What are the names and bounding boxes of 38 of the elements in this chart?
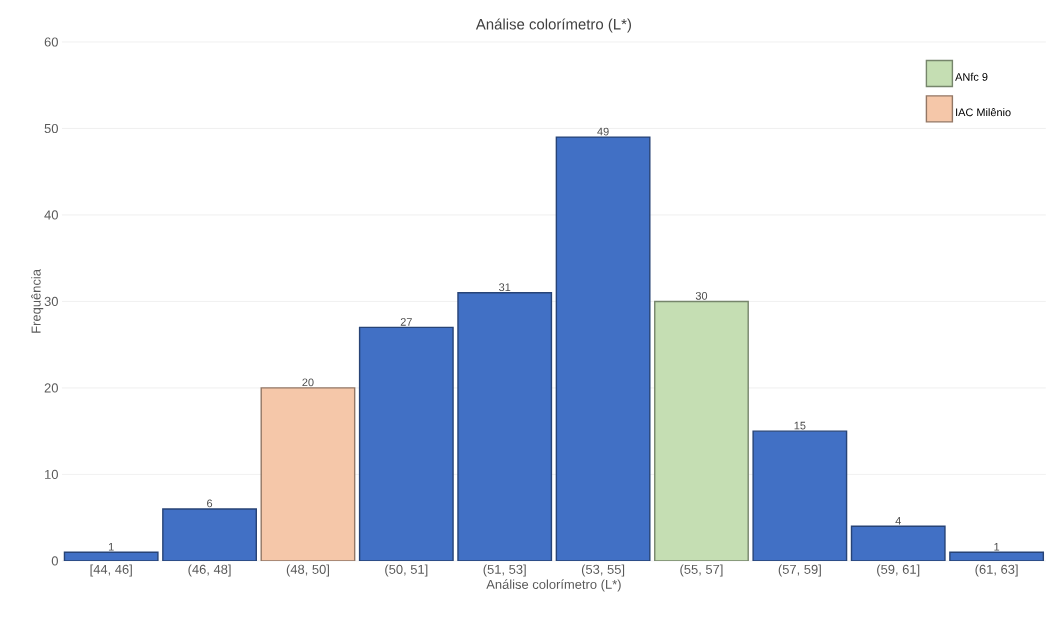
x-tick-label: (50, 51]	[385, 564, 428, 577]
data-label: 27	[400, 318, 412, 326]
x-tick-label: (48, 50]	[286, 564, 329, 577]
legend-label: ANfc 9	[955, 72, 988, 81]
y-tick-label: 50	[44, 123, 58, 134]
x-tick-label: (51, 53]	[483, 564, 526, 577]
data-label: 30	[695, 292, 708, 300]
x-tick-label: (57, 59]	[778, 564, 821, 577]
data-label: 49	[597, 127, 609, 136]
bar	[457, 292, 553, 561]
data-label: 31	[499, 283, 511, 292]
legend-label: IAC Milênio	[956, 108, 1011, 117]
y-axis-title: Frequência	[31, 269, 44, 333]
data-label: 1	[994, 543, 1000, 551]
data-label: 6	[207, 499, 213, 508]
y-tick-label: 40	[44, 210, 58, 220]
bar	[162, 509, 257, 561]
y-tick-label: 0	[51, 556, 58, 566]
bar	[752, 430, 848, 561]
x-tick-label: (55, 57]	[680, 564, 723, 577]
bar	[555, 136, 651, 561]
data-label: 4	[895, 517, 901, 525]
y-tick-label: 60	[44, 37, 58, 47]
x-tick-label: (61, 63]	[975, 564, 1018, 577]
data-label: 1	[108, 543, 114, 551]
x-tick-label: (46, 48]	[188, 564, 231, 577]
data-label: 20	[302, 378, 314, 387]
y-tick-label: 20	[44, 383, 58, 393]
x-tick-label: (53, 55]	[581, 564, 625, 577]
chart-title: Análise colorímetro (L*)	[475, 18, 631, 33]
data-label: 15	[794, 421, 806, 430]
x-axis-title: Análise colorímetro (L*)	[486, 579, 621, 592]
x-tick-label: [44, 46]	[90, 564, 132, 577]
y-tick-label: 10	[45, 469, 58, 480]
x-tick-label: (59, 61]	[877, 564, 920, 577]
bar	[358, 326, 454, 561]
y-tick-label: 30	[44, 296, 58, 307]
bar	[850, 525, 946, 561]
